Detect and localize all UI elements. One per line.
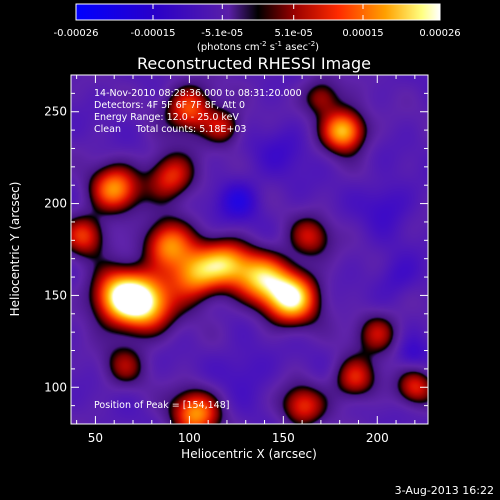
colorbar-tick-label: 0.00026 (419, 28, 460, 39)
heatmap-image (71, 75, 428, 424)
x-tick-label: 200 (366, 431, 389, 445)
annotation-detectors: Detectors: 4F 5F 6F 7F 8F, Att 0 (94, 100, 245, 111)
x-axis: 50 100 150 200 (76, 75, 416, 445)
x-tick-label: 50 (88, 431, 103, 445)
y-axis: 100 150 200 250 (44, 74, 428, 425)
x-tick-label: 100 (178, 431, 201, 445)
colorbar-tick-label: -5.1e-05 (201, 28, 243, 39)
position-of-peak-label: Position of Peak = [154,148] (94, 400, 229, 411)
colorbar-tick-label: 0.00015 (342, 28, 383, 39)
y-axis-label: Heliocentric Y (arcsec) (8, 182, 22, 317)
annotation-clean-counts: Clean Total counts: 5.18E+03 (94, 124, 246, 135)
colorbar-gradient (75, 3, 441, 21)
plot-frame (70, 74, 429, 425)
colorbar: -0.00026 -0.00015 -5.1e-05 5.1e-05 0.00015 0.… (54, 3, 461, 53)
heatmap-image-frame (71, 75, 428, 424)
colorbar-ticks: -0.00026 -0.00015 -5.1e-05 5.1e-05 0.00015 0.… (54, 4, 461, 39)
y-tick-label: 100 (44, 380, 67, 394)
annotation-time-range: 14-Nov-2010 08:28:36.000 to 08:31:20.000 (94, 88, 302, 99)
colorbar-tick-label: -0.00026 (54, 28, 99, 39)
annotation-energy-range: Energy Range: 12.0 - 25.0 keV (94, 112, 239, 123)
y-tick-label: 150 (44, 288, 67, 302)
x-tick-label: 150 (272, 431, 295, 445)
footer-date: 3-Aug-2013 16:22 (395, 484, 494, 497)
chart-title: Reconstructed RHESSI Image (137, 54, 371, 73)
colorbar-unit-label: (photons cm-2 s-1 asec-2) (197, 40, 319, 53)
annotation-block: 14-Nov-2010 08:28:36.000 to 08:31:20.000… (94, 88, 302, 135)
x-axis-label: Heliocentric X (arcsec) (181, 447, 317, 461)
colorbar-tick-label: -0.00015 (131, 28, 176, 39)
y-tick-label: 250 (44, 105, 67, 119)
y-tick-label: 200 (44, 197, 67, 211)
colorbar-tick-label: 5.1e-05 (275, 28, 313, 39)
